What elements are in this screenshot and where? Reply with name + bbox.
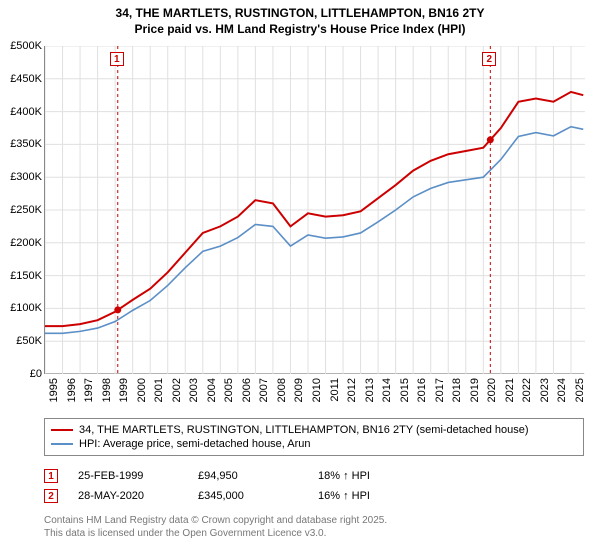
transaction-list: 1 25-FEB-1999 £94,950 18% ↑ HPI 2 28-MAY-2020… [44,466,584,506]
x-tick-label: 1996 [66,378,78,402]
legend-swatch [51,443,73,445]
x-tick-label: 2010 [311,378,323,402]
footer-attribution: Contains HM Land Registry data © Crown c… [44,514,584,540]
chart-svg [45,46,585,374]
y-tick-label: £150K [0,270,42,282]
x-tick-label: 2002 [171,378,183,402]
y-tick-label: £500K [0,40,42,52]
x-tick-label: 2005 [223,378,235,402]
title-line-1: 34, THE MARTLETS, RUSTINGTON, LITTLEHAMP… [0,6,600,22]
x-tick-label: 1995 [48,378,60,402]
y-tick-label: £300K [0,171,42,183]
y-tick-label: £250K [0,204,42,216]
event-marker-1: 1 [110,52,124,66]
chart-container: 34, THE MARTLETS, RUSTINGTON, LITTLEHAMP… [0,0,600,560]
x-tick-label: 2023 [539,378,551,402]
x-tick-label: 2021 [504,378,516,402]
x-tick-label: 2011 [329,378,341,402]
title-line-2: Price paid vs. HM Land Registry's House … [0,22,600,38]
x-tick-label: 2008 [276,378,288,402]
y-tick-label: £0 [0,368,42,380]
footer-line-2: This data is licensed under the Open Gov… [44,527,584,540]
series-property [45,92,583,326]
x-tick-label: 2017 [434,378,446,402]
legend: 34, THE MARTLETS, RUSTINGTON, LITTLEHAMP… [44,418,584,456]
x-tick-label: 2018 [451,378,463,402]
y-tick-label: £50K [0,335,42,347]
event-marker-2: 2 [482,52,496,66]
x-tick-label: 2024 [556,378,568,402]
x-tick-label: 2019 [469,378,481,402]
x-tick-label: 2006 [241,378,253,402]
y-tick-label: £200K [0,237,42,249]
transaction-price: £345,000 [198,490,298,502]
x-tick-label: 2014 [381,378,393,402]
x-tick-label: 2009 [293,378,305,402]
series-hpi [45,127,583,334]
x-tick-label: 2013 [364,378,376,402]
transaction-price: £94,950 [198,470,298,482]
transaction-marker-icon: 1 [44,469,58,483]
legend-swatch [51,429,73,431]
x-tick-label: 1997 [83,378,95,402]
x-tick-label: 2015 [399,378,411,402]
transaction-date: 25-FEB-1999 [78,470,178,482]
x-tick-label: 2022 [521,378,533,402]
x-tick-label: 2016 [416,378,428,402]
x-tick-label: 2003 [188,378,200,402]
x-tick-label: 2001 [153,378,165,402]
y-tick-label: £450K [0,73,42,85]
legend-item: HPI: Average price, semi-detached house,… [51,437,577,451]
y-tick-label: £100K [0,302,42,314]
transaction-row: 2 28-MAY-2020 £345,000 16% ↑ HPI [44,486,584,506]
transaction-vs-hpi: 18% ↑ HPI [318,470,418,482]
x-tick-label: 2000 [136,378,148,402]
legend-item: 34, THE MARTLETS, RUSTINGTON, LITTLEHAMP… [51,423,577,437]
x-tick-label: 1998 [101,378,113,402]
x-tick-label: 2025 [574,378,586,402]
transaction-marker-icon: 2 [44,489,58,503]
y-tick-label: £350K [0,138,42,150]
transaction-date: 28-MAY-2020 [78,490,178,502]
legend-label: 34, THE MARTLETS, RUSTINGTON, LITTLEHAMP… [79,424,529,436]
x-tick-label: 1999 [118,378,130,402]
legend-label: HPI: Average price, semi-detached house,… [79,438,311,450]
chart-title: 34, THE MARTLETS, RUSTINGTON, LITTLEHAMP… [0,0,600,37]
x-tick-label: 2004 [206,378,218,402]
y-tick-label: £400K [0,106,42,118]
transaction-row: 1 25-FEB-1999 £94,950 18% ↑ HPI [44,466,584,486]
transaction-vs-hpi: 16% ↑ HPI [318,490,418,502]
plot-area [44,46,584,374]
footer-line-1: Contains HM Land Registry data © Crown c… [44,514,584,527]
x-tick-label: 2012 [346,378,358,402]
x-tick-label: 2020 [486,378,498,402]
x-tick-label: 2007 [258,378,270,402]
